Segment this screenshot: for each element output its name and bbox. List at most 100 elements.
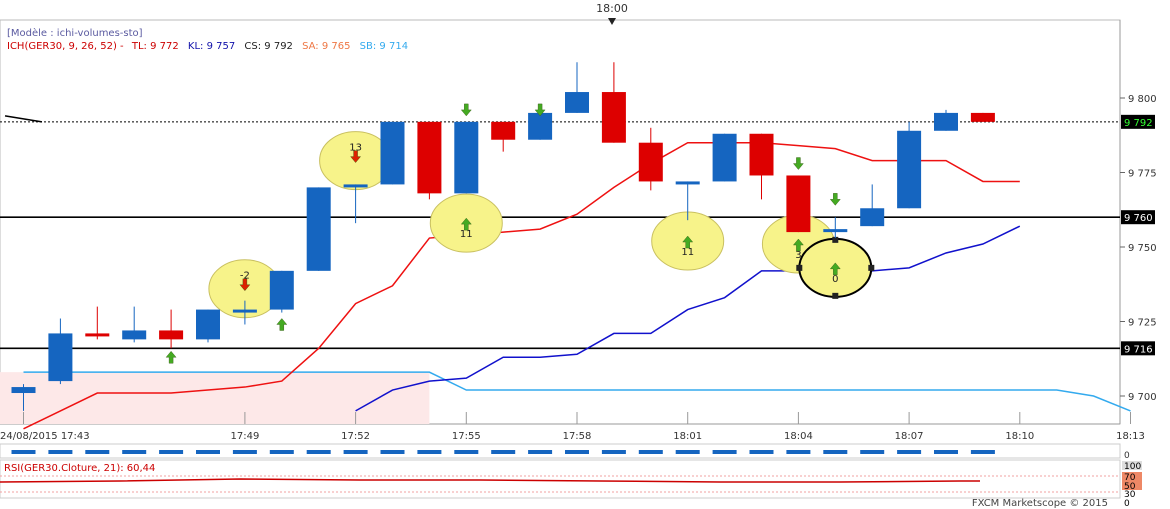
volume-bar [897, 450, 922, 454]
annotation-arrow-icon [682, 235, 694, 249]
y-tick-label: 9 750 [1128, 243, 1157, 254]
volume-bar [712, 450, 737, 454]
volume-bar [380, 450, 405, 454]
volume-bar [269, 450, 294, 454]
signal-arrow-icon [534, 103, 546, 117]
volume-bar [565, 450, 589, 454]
x-tick-label: 17:58 [563, 431, 592, 442]
model-label: [Modèle : ichi-volumes-sto] [7, 27, 143, 39]
candle-body [528, 112, 553, 140]
y-tick-label: 9 700 [1128, 392, 1157, 403]
rsi-tick-0: 0 [1124, 499, 1130, 509]
candle-body [823, 229, 848, 233]
selection-handle [796, 264, 803, 271]
volume-bar [675, 450, 700, 454]
cs-label: CS: 9 792 [244, 41, 293, 52]
rsi-tick-70-bg [1122, 472, 1142, 481]
volume-bar [934, 450, 958, 454]
candle-body [638, 142, 663, 182]
signal-arrows [165, 103, 841, 364]
candle-body [85, 333, 110, 337]
volume-bar [122, 450, 147, 454]
candle-body [232, 309, 257, 313]
signal-count-label: 11 [681, 247, 694, 258]
candle-body [159, 330, 184, 340]
signal-count-label: 13 [349, 143, 362, 154]
signal-arrow-icon [165, 350, 177, 364]
annotation-arrow-icon [460, 217, 472, 231]
candle-body [306, 187, 331, 271]
candle-body [565, 92, 589, 113]
annotation-arrow-icon [792, 238, 804, 252]
rsi-tick-100: 100 [1124, 462, 1141, 472]
signal-count-label: 0 [832, 274, 838, 285]
kijun-line [355, 225, 1021, 412]
volume-bar [601, 450, 626, 454]
candle-body [786, 175, 811, 233]
tl-label: TL: 9 772 [131, 41, 179, 52]
price-lines [0, 121, 1120, 350]
volume-panel [0, 443, 1121, 459]
price-marker-label: 9 760 [1124, 213, 1153, 224]
candle-body [48, 333, 73, 382]
selection-handle [832, 236, 839, 243]
annotation-arrow-icon [239, 278, 251, 292]
volume-zero-tick: 0 [1124, 451, 1130, 461]
x-axis-ticks: 24/08/2015 17:43 17:49 17:52 17:55 17:58 18:0… [0, 412, 1145, 442]
rsi-tick-50: 50 [1124, 482, 1136, 492]
volume-bar [232, 450, 257, 454]
annotation-arrow-icon [829, 262, 841, 276]
price-markers: 9 792 9 760 9 716 [1121, 114, 1155, 356]
top-time-label: 18:00 [596, 2, 628, 15]
y-axis-ticks: 9 700 9 725 9 750 9 775 9 800 [1120, 94, 1157, 403]
volume-bar [417, 450, 442, 454]
volume-bar [786, 450, 811, 454]
candle-body [675, 181, 700, 185]
candle-body [380, 121, 405, 185]
signal-count-label: -2 [240, 271, 250, 282]
price-marker-bg [1121, 210, 1155, 225]
footer-credit: FXCM Marketscope © 2015 [972, 498, 1108, 509]
price-marker-label: 9 716 [1124, 344, 1153, 355]
candle-body [601, 92, 626, 143]
x-tick-label: 18:07 [895, 431, 924, 442]
y-tick-label: 9 800 [1128, 94, 1157, 105]
kl-label: KL: 9 757 [188, 41, 235, 52]
volume-bar [85, 450, 110, 454]
x-tick-label: 18:10 [1005, 431, 1034, 442]
indicator-lines [4, 115, 1131, 430]
volume-bar [749, 450, 774, 454]
candle-body [712, 133, 737, 182]
volume-bar [491, 450, 516, 454]
x-tick-label: 17:52 [341, 431, 370, 442]
volume-bar [343, 450, 368, 454]
candle-body [269, 270, 294, 310]
rsi-tick-70: 70 [1124, 473, 1136, 483]
candle-body [749, 133, 774, 176]
candle-body [196, 309, 220, 340]
x-tick-label: 17:49 [230, 431, 259, 442]
indicator-legend: ICH(GER30, 9, 26, 52) - TL: 9 772 KL: 9 … [7, 41, 408, 52]
x-tick-label: 18:13 [1116, 431, 1145, 442]
price-marker-bg [1121, 341, 1155, 356]
rsi-label: RSI(GER30.Cloture, 21): 60,44 [4, 463, 155, 474]
candle-body [11, 387, 36, 394]
rsi-tick-100-bg [1122, 461, 1142, 470]
signal-count-label: 3 [795, 250, 801, 261]
candle-body [122, 330, 147, 340]
candle-body [934, 112, 958, 131]
cloud-layer [0, 372, 430, 424]
rsi-tick-30: 30 [1124, 490, 1136, 500]
senkou-b-line [23, 371, 1131, 412]
volume-bar [196, 450, 220, 454]
candle-body [860, 208, 885, 227]
volume-bar [970, 450, 995, 454]
candle-body [417, 121, 442, 194]
x-tick-label: 18:01 [673, 431, 702, 442]
price-marker-bg [1121, 114, 1155, 129]
signal-arrow-icon [276, 318, 288, 331]
y-tick-label: 9 725 [1128, 318, 1157, 329]
candle-body [897, 130, 922, 209]
volume-bar [159, 450, 184, 454]
